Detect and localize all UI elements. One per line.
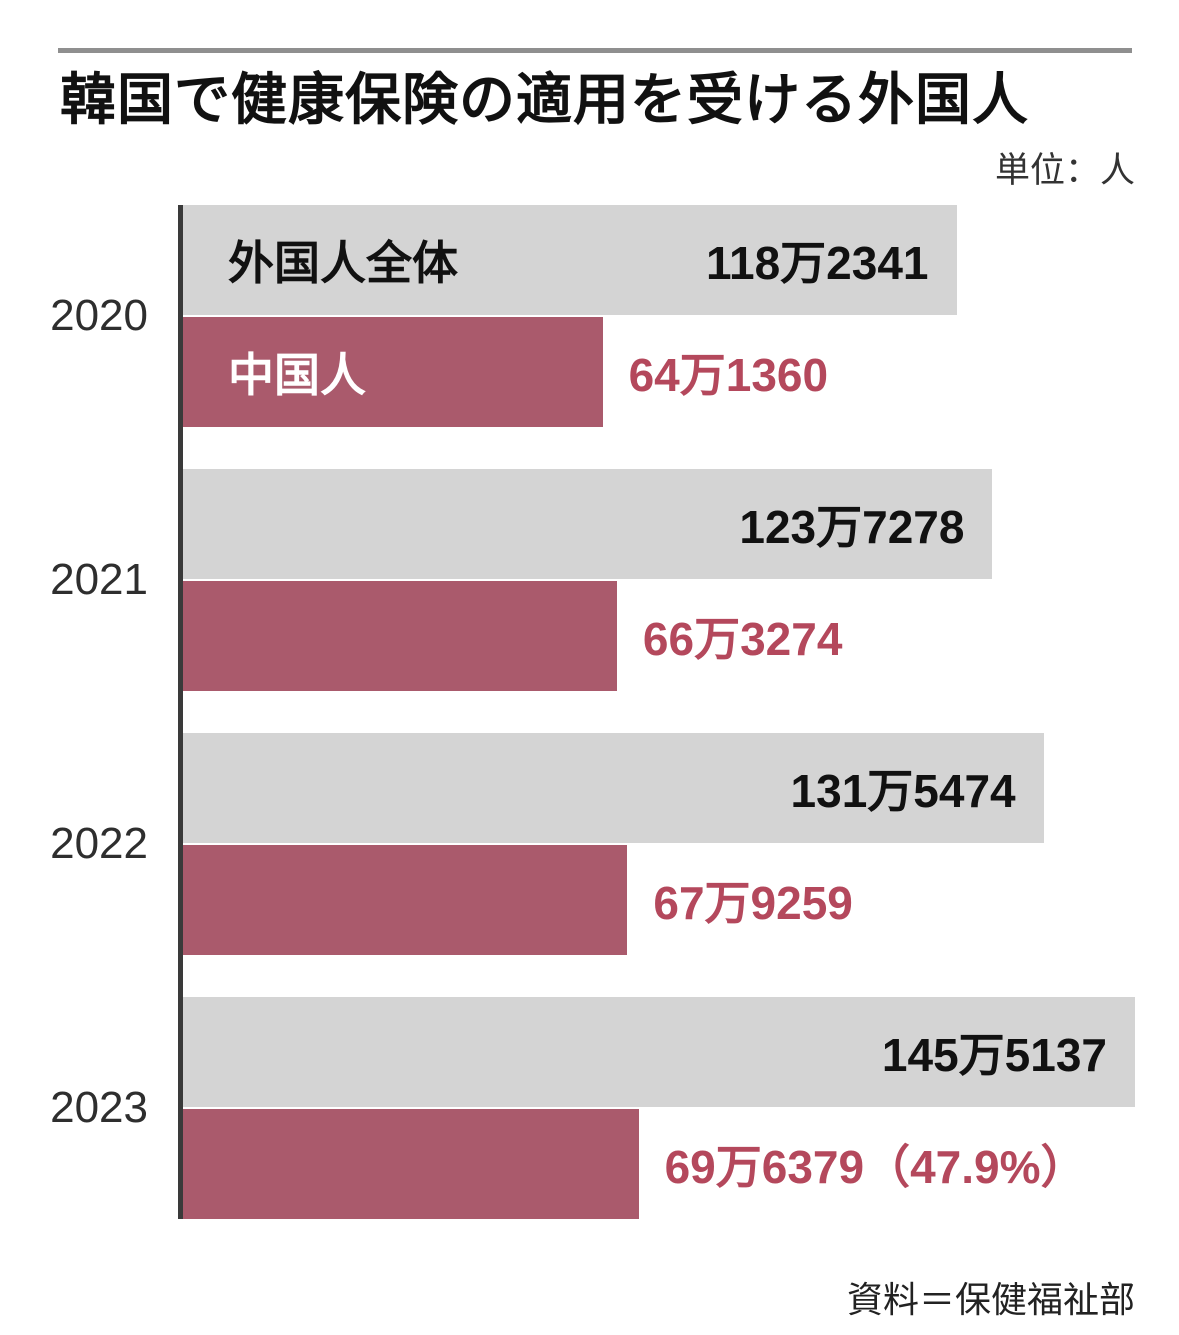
total-bar: 131万5474 xyxy=(183,732,1044,843)
year-group-2020: 2020 外国人全体 118万2341 中国人 64万1360 xyxy=(50,204,1135,427)
year-group-2023: 2023 145万5137 69万6379（47.9%） xyxy=(50,996,1135,1219)
year-label: 2023 xyxy=(50,1082,148,1132)
bar-row-total: 145万5137 xyxy=(183,996,1135,1107)
year-group-2022: 2022 131万5474 67万9259 xyxy=(50,732,1135,955)
year-group-2021: 2021 123万7278 66万3274 xyxy=(50,468,1135,691)
year-label: 2020 xyxy=(50,290,148,340)
value-label-total: 131万5474 xyxy=(790,764,1016,817)
china-bar: 中国人 xyxy=(183,316,603,427)
source-note: 資料＝保健福祉部 xyxy=(846,1278,1135,1320)
value-label-china: 64万1360 xyxy=(628,348,829,401)
chart-title: 韓国で健康保険の適用を受ける外国人 xyxy=(60,68,1029,131)
bar-row-total: 外国人全体 118万2341 xyxy=(183,204,1135,315)
series-label-total: 外国人全体 xyxy=(228,236,458,289)
year-label: 2022 xyxy=(50,818,148,868)
bar-row-china: 66万3274 xyxy=(183,580,1135,691)
value-label-total: 145万5137 xyxy=(881,1028,1107,1081)
year-label: 2021 xyxy=(50,554,148,604)
china-bar xyxy=(183,844,628,955)
bar-row-china: 中国人 64万1360 xyxy=(183,316,1135,427)
bar-chart: 2020 外国人全体 118万2341 中国人 64万1360 2021 123万7278 6… xyxy=(50,204,1179,1219)
value-label-total: 123万7278 xyxy=(739,500,965,553)
bar-row-total: 123万7278 xyxy=(183,468,1135,579)
china-bar xyxy=(183,1108,639,1219)
value-label-china: 67万9259 xyxy=(653,876,853,929)
value-label-total: 118万2341 xyxy=(705,236,929,289)
top-rule xyxy=(58,48,1132,53)
total-bar: 145万5137 xyxy=(183,996,1135,1107)
bar-row-total: 131万5474 xyxy=(183,732,1135,843)
value-label-china: 69万6379（47.9%） xyxy=(664,1140,1087,1193)
series-label-china: 中国人 xyxy=(228,348,366,401)
total-bar: 外国人全体 118万2341 xyxy=(183,204,957,315)
china-bar xyxy=(183,580,617,691)
chart-rows: 2020 外国人全体 118万2341 中国人 64万1360 2021 123万7278 6… xyxy=(50,204,1135,1219)
bar-row-china: 69万6379（47.9%） xyxy=(183,1108,1135,1219)
bar-row-china: 67万9259 xyxy=(183,844,1135,955)
total-bar: 123万7278 xyxy=(183,468,993,579)
value-label-china: 66万3274 xyxy=(642,612,843,665)
unit-label: 単位：人 xyxy=(994,150,1135,190)
